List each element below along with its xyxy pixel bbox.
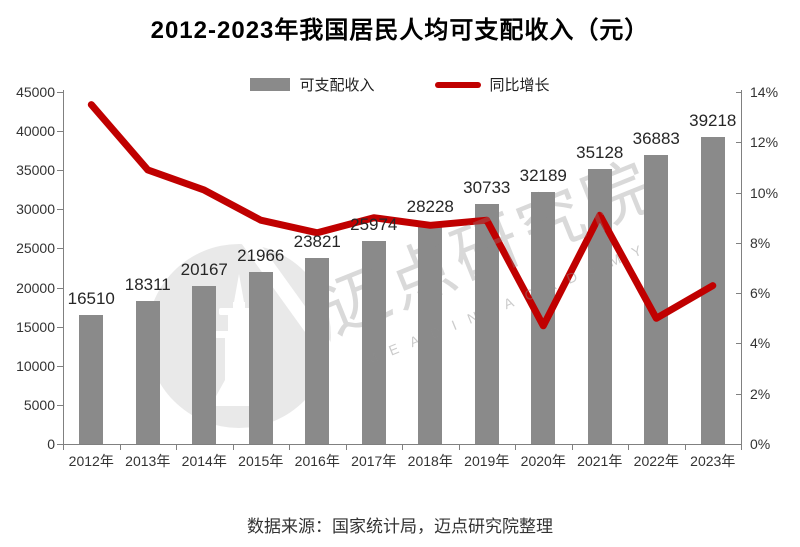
bar-2013年 bbox=[135, 300, 160, 444]
left-axis-tick-mark bbox=[57, 170, 63, 172]
left-axis-tick-label: 40000 bbox=[16, 123, 55, 140]
right-axis-tick-label: 0% bbox=[750, 436, 771, 452]
x-axis-category-label: 2017年 bbox=[351, 453, 397, 469]
left-axis-tick-mark bbox=[57, 131, 63, 133]
left-axis-tick-label: 30000 bbox=[16, 201, 55, 218]
bar-2020年 bbox=[531, 192, 556, 444]
right-axis-tick-label: 12% bbox=[750, 134, 779, 151]
chart-title: 2012-2023年我国居民人均可支配收入（元） bbox=[150, 17, 650, 44]
left-axis-tick-mark bbox=[57, 209, 63, 211]
left-axis-tick-label: 20000 bbox=[16, 279, 55, 296]
x-axis-category-label: 2014年 bbox=[181, 453, 227, 469]
x-axis-category-label: 2019年 bbox=[464, 453, 510, 469]
bar-2021年 bbox=[587, 169, 612, 444]
right-axis-tick-mark bbox=[736, 92, 742, 93]
left-axis-tick-mark bbox=[57, 444, 63, 445]
bar-2018年 bbox=[418, 223, 443, 444]
x-axis-category-label: 2015年 bbox=[238, 453, 284, 469]
x-axis-category-label: 2020年 bbox=[520, 453, 566, 469]
right-axis-tick-label: 4% bbox=[750, 335, 771, 352]
legend-item-yoy-growth: 同比增长 bbox=[434, 74, 550, 95]
x-axis-tick-mark bbox=[402, 444, 403, 450]
right-axis-tick-label: 8% bbox=[750, 234, 771, 251]
x-axis-tick-mark bbox=[232, 444, 234, 450]
left-axis-tick-mark bbox=[57, 92, 63, 93]
right-axis-tick-label: 2% bbox=[750, 385, 771, 402]
right-axis-tick-mark bbox=[736, 343, 742, 345]
x-axis-tick-mark bbox=[571, 444, 573, 450]
left-axis-tick-mark bbox=[57, 404, 63, 406]
x-axis-category-label: 2013年 bbox=[125, 453, 171, 469]
legend-label-disposable-income: 可支配收入 bbox=[299, 77, 375, 94]
right-axis-tick-mark bbox=[736, 293, 742, 295]
bar-2015年 bbox=[248, 272, 273, 444]
bar-2022年 bbox=[644, 155, 669, 444]
x-axis-category-label: 2016年 bbox=[294, 453, 340, 469]
y-axis-line bbox=[63, 90, 64, 444]
x-axis-category-label: 2022年 bbox=[633, 453, 679, 469]
bar-series-swatch-icon bbox=[250, 78, 291, 91]
x-axis-tick-mark bbox=[741, 444, 742, 450]
left-axis-tick-label: 15000 bbox=[16, 318, 55, 335]
data-source-note: 数据来源：国家统计局，迈点研究院整理 bbox=[247, 517, 553, 536]
x-axis-category-label: 2023年 bbox=[690, 453, 736, 469]
x-axis-tick-mark bbox=[119, 444, 121, 450]
left-axis-tick-mark bbox=[57, 287, 63, 289]
right-axis-tick-mark bbox=[736, 192, 742, 194]
bar-2017年 bbox=[361, 240, 386, 444]
left-axis-tick-mark bbox=[57, 326, 63, 328]
x-axis-tick-mark bbox=[345, 444, 347, 450]
left-axis-tick-label: 5000 bbox=[23, 396, 55, 413]
x-axis-tick-mark bbox=[289, 444, 290, 450]
right-axis-tick-label: 14% bbox=[750, 84, 779, 100]
right-axis-tick-mark bbox=[736, 393, 742, 395]
x-axis-tick-mark bbox=[628, 444, 629, 450]
left-axis-tick-label: 25000 bbox=[16, 240, 55, 257]
x-axis-tick-mark bbox=[63, 444, 64, 450]
bar-2014年 bbox=[192, 286, 217, 444]
bar-2019年 bbox=[474, 203, 499, 444]
legend-label-yoy-growth: 同比增长 bbox=[489, 77, 550, 94]
bar-2012年 bbox=[79, 314, 104, 444]
line-series-swatch-icon bbox=[434, 81, 481, 88]
bar-2016年 bbox=[305, 257, 330, 444]
x-axis-category-label: 2021年 bbox=[577, 453, 623, 469]
x-axis-tick-mark bbox=[684, 444, 686, 450]
left-axis-tick-mark bbox=[57, 365, 63, 367]
secondary-y-axis-line bbox=[741, 90, 742, 444]
right-axis-tick-mark bbox=[736, 142, 742, 144]
right-axis-tick-label: 10% bbox=[750, 184, 779, 201]
left-axis-tick-mark bbox=[57, 248, 63, 250]
x-axis-category-label: 2012年 bbox=[68, 453, 114, 469]
x-axis-tick-mark bbox=[458, 444, 460, 450]
right-axis-tick-mark bbox=[736, 242, 742, 244]
left-axis-tick-label: 35000 bbox=[16, 162, 55, 179]
x-axis-tick-mark bbox=[176, 444, 177, 450]
left-axis-tick-label: 10000 bbox=[16, 357, 55, 374]
x-axis-tick-mark bbox=[515, 444, 516, 450]
right-axis-tick-mark bbox=[736, 444, 742, 445]
chart-legend: 可支配收入 同比增长 bbox=[0, 74, 800, 95]
legend-item-disposable-income: 可支配收入 bbox=[250, 74, 375, 95]
left-axis-tick-label: 45000 bbox=[16, 84, 55, 100]
right-axis-tick-label: 6% bbox=[750, 285, 771, 302]
bar-2023年 bbox=[700, 137, 725, 444]
x-axis-category-label: 2018年 bbox=[407, 453, 453, 469]
left-axis-tick-label: 0 bbox=[47, 436, 55, 452]
